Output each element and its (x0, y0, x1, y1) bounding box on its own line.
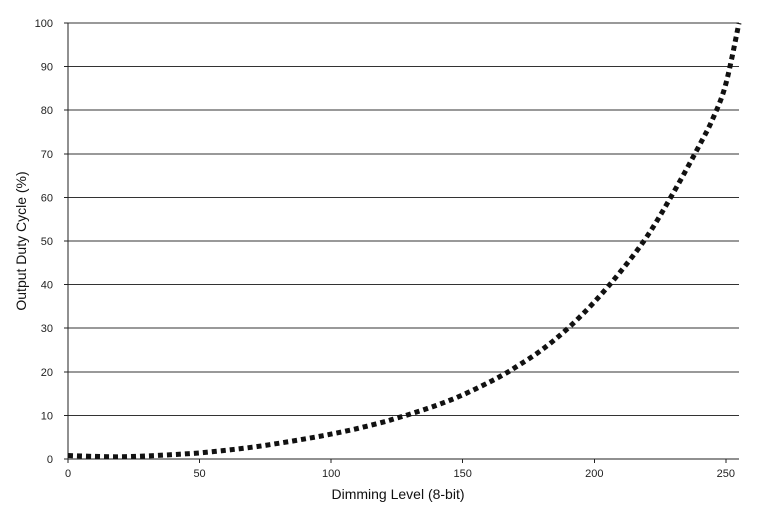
y-axis-title: Output Duty Cycle (%) (13, 171, 29, 310)
axes (64, 22, 739, 463)
y-tick-label: 70 (41, 149, 53, 161)
y-tick-label: 90 (41, 62, 53, 74)
y-tick-label: 0 (47, 454, 53, 466)
x-tick-label: 200 (585, 468, 603, 480)
y-tick-label: 40 (41, 280, 53, 292)
tick-labels: 0 10 20 30 40 50 60 70 80 90 100 0 50 100 150 200 250 (35, 18, 735, 480)
gridlines (68, 22, 739, 416)
series-layer (67, 22, 742, 460)
x-axis-title: Dimming Level (8-bit) (331, 486, 464, 502)
y-tick-label: 80 (41, 105, 53, 117)
y-tick-label: 20 (41, 367, 53, 379)
y-tick-label: 100 (35, 18, 53, 30)
y-tick-label: 30 (41, 323, 53, 335)
y-tick-label: 60 (41, 192, 53, 204)
x-tick-label: 0 (65, 468, 71, 480)
y-tick-label: 10 (41, 410, 53, 422)
x-tick-label: 250 (717, 468, 735, 480)
x-tick-label: 50 (193, 468, 205, 480)
y-tick-label: 50 (41, 236, 53, 248)
x-tick-label: 150 (454, 468, 472, 480)
x-tick-label: 100 (322, 468, 340, 480)
series-line-0 (67, 22, 742, 460)
